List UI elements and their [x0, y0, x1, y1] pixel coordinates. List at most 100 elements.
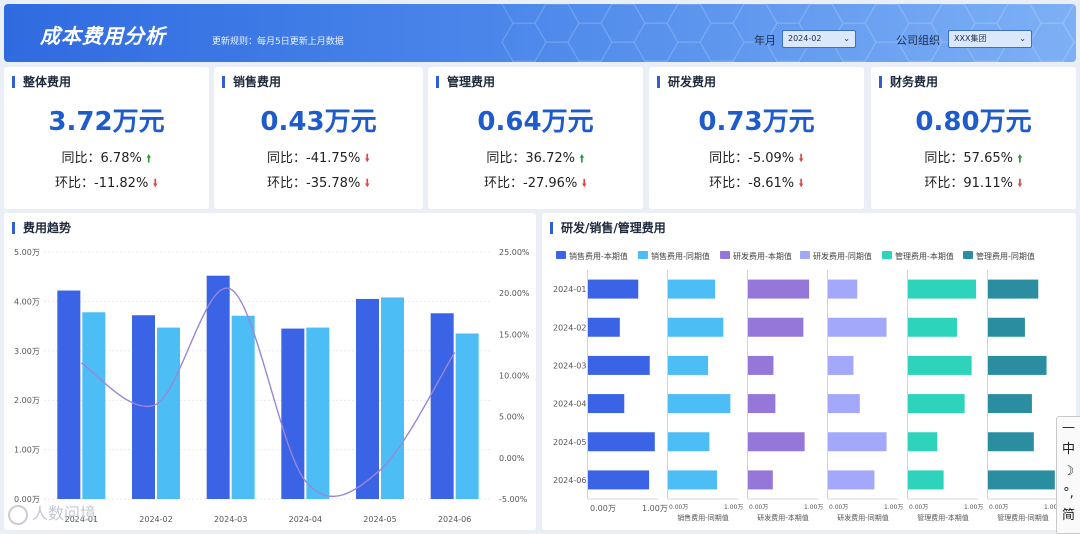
mom-label: 环比： — [267, 176, 307, 191]
y-category-label: 2024-01 — [553, 285, 586, 294]
legend-label: 管理费用-同期值 — [976, 251, 1035, 261]
panel-axis-title: 管理费用-同期值 — [997, 513, 1049, 522]
kpi-yoy: 同比：57.65% 🠙 — [871, 147, 1076, 169]
mom-label: 环比： — [924, 176, 964, 191]
watermark: 人数问境 — [8, 500, 96, 525]
hexagon-shape — [864, 41, 910, 62]
hbar — [828, 279, 858, 299]
x-tick-label: 2024-06 — [438, 515, 471, 524]
ime-chinese-mode[interactable]: 中 — [1061, 442, 1075, 457]
bar-current — [281, 328, 305, 499]
yoy-label: 同比： — [61, 151, 101, 166]
x-tick-label-small: 0.00万 — [829, 504, 848, 511]
mom-value: -27.96% — [523, 176, 578, 191]
kpi-title: 研发费用 — [657, 76, 716, 88]
legend-swatch — [963, 251, 973, 259]
hexagon-shape — [633, 4, 679, 24]
hbar — [828, 432, 887, 452]
arrow-up-icon: 🠙 — [145, 152, 152, 165]
hbar — [828, 394, 860, 414]
y-right-tick-label: 10.00% — [499, 372, 530, 381]
hexagon-shape — [897, 4, 943, 24]
hexagon-shape — [567, 22, 613, 62]
kpi-mom: 环比：-8.61% 🠛 — [649, 172, 864, 194]
ime-moon-icon[interactable]: ☽ — [1062, 464, 1075, 479]
kpi-title: 销售费用 — [222, 76, 281, 88]
x-tick-label-small: 0.00万 — [669, 504, 688, 511]
company-org-select[interactable]: XXX集团 ⌄ — [948, 30, 1032, 48]
panel-axis-title: 研发费用-本期值 — [757, 513, 809, 522]
arrow-down-icon: 🠛 — [798, 177, 804, 190]
x-tick-label-small: 1.00万 — [724, 504, 743, 511]
breakdown-panel-title: 研发/销售/管理费用 — [550, 222, 666, 234]
hbar — [988, 470, 1055, 490]
hexagon-shape — [897, 22, 943, 62]
mom-value: -8.61% — [748, 176, 795, 191]
x-tick-label-small: 1.00万 — [964, 504, 983, 511]
hbar — [748, 432, 805, 452]
kpi-mom: 环比：91.11% 🠛 — [871, 172, 1076, 194]
legend-swatch — [800, 251, 810, 259]
ime-simplified-mode[interactable]: 简 — [1061, 508, 1075, 523]
legend-swatch — [720, 251, 730, 259]
watermark-text: 人数问境 — [32, 504, 97, 523]
kpi-card-total: 整体费用 3.72万元 同比：6.78% 🠙 环比：-11.82% 🠛 — [4, 67, 209, 209]
hexagon-shape — [1029, 4, 1075, 24]
kpi-title: 财务费用 — [879, 76, 938, 88]
bar-previous — [306, 327, 330, 499]
hbar — [668, 279, 716, 299]
y-category-label: 2024-04 — [553, 400, 586, 409]
y-left-tick-label: 1.00万 — [14, 446, 40, 455]
hbar — [588, 355, 650, 375]
hexagon-shape — [666, 4, 712, 43]
ime-collapse-icon[interactable]: — — [1062, 420, 1075, 435]
hexagon-shape — [907, 60, 933, 62]
hexagon-shape — [963, 4, 1009, 24]
x-tick-label: 1.00万 — [642, 504, 668, 513]
hbar — [988, 317, 1025, 337]
arrow-up-icon: 🠙 — [1017, 152, 1023, 165]
bar-previous — [231, 315, 255, 499]
year-month-value: 2024-02 — [788, 34, 822, 43]
x-tick-label-small: 0.00万 — [909, 504, 928, 511]
hbar — [748, 394, 776, 414]
mom-value: 91.11% — [963, 176, 1013, 191]
legend-swatch — [638, 251, 648, 259]
panel-axis-title: 销售费用-同期值 — [677, 513, 729, 522]
kpi-value: 0.43万元 — [260, 107, 377, 137]
breakdown-chart: 销售费用-本期值 销售费用-同期值 研发费用-本期值 研发费用-同期值 管理费用-本期值… — [553, 251, 1063, 522]
legend-label: 研发费用-同期值 — [813, 251, 872, 261]
mom-value: -11.82% — [94, 176, 149, 191]
yoy-value: -41.75% — [306, 151, 361, 166]
kpi-value: 0.64万元 — [477, 107, 594, 137]
hexagon-shape — [534, 4, 580, 43]
bar-current — [132, 315, 155, 499]
hbar — [748, 279, 810, 299]
kpi-card-management: 管理费用 0.64万元 同比：36.72% 🠙 环比：-27.96% 🠛 — [428, 67, 643, 209]
bar-current — [206, 275, 230, 499]
page-header: 成本费用分析 更新规则：每月5日更新上月数据 年月 2024-02 ⌄ 公司组织… — [4, 4, 1076, 62]
y-left-tick-label: 3.00万 — [14, 347, 40, 356]
ime-toolbar[interactable]: — 中 ☽ °, 简 — [1056, 416, 1080, 534]
bar-current — [430, 313, 454, 499]
hexagon-shape — [699, 4, 745, 24]
arrow-down-icon: 🠛 — [581, 177, 587, 190]
kpi-value: 0.80万元 — [915, 107, 1032, 137]
trend-chart: 0.00万 1.00万 2.00万 3.00万 4.00万 5.00万 -5.00% 0.00… — [14, 248, 530, 524]
bar-current — [57, 290, 81, 499]
hbar — [908, 279, 977, 299]
legend-label: 研发费用-本期值 — [733, 251, 792, 261]
hexagon-shape — [600, 41, 646, 62]
year-month-select[interactable]: 2024-02 ⌄ — [782, 30, 856, 48]
kpi-title: 管理费用 — [436, 76, 495, 88]
kpi-yoy: 同比：36.72% 🠙 — [428, 147, 643, 169]
bar-previous — [455, 333, 479, 499]
arrow-down-icon: 🠛 — [364, 177, 370, 190]
y-left-tick-label: 5.00万 — [14, 248, 40, 257]
yoy-value: 36.72% — [525, 151, 575, 166]
hbar — [988, 279, 1039, 299]
ime-punctuation-icon[interactable]: °, — [1063, 486, 1074, 501]
y-category-label: 2024-06 — [553, 476, 586, 485]
hexagon-shape — [1062, 4, 1076, 43]
hbar — [908, 317, 957, 337]
